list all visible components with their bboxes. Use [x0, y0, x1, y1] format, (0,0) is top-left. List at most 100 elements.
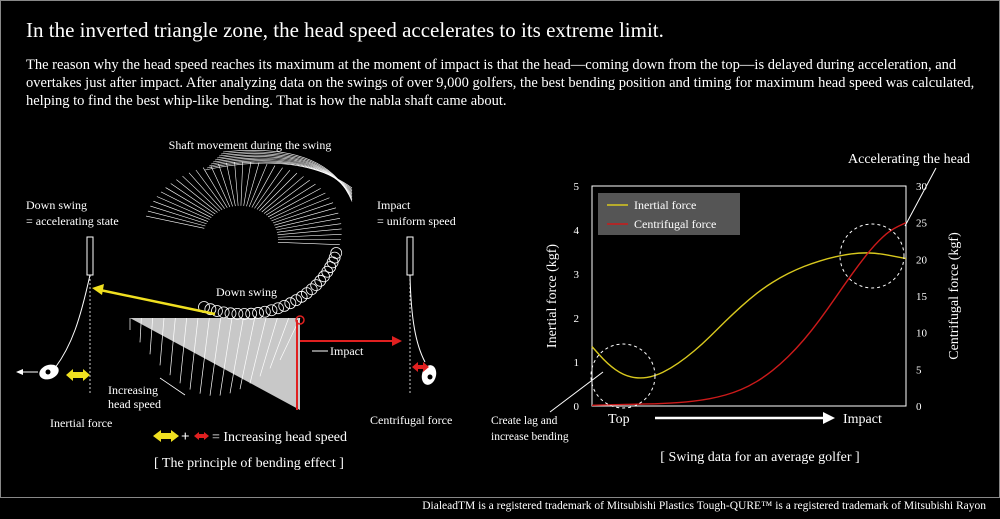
right-tick-label: 30 — [916, 181, 928, 193]
arc-line — [234, 162, 239, 206]
arc-line — [276, 223, 342, 233]
impact-point — [295, 315, 305, 325]
right-axis-label: Centrifugal force (kgf) — [947, 232, 962, 360]
arc-line — [153, 200, 209, 222]
arc-line — [267, 188, 321, 218]
x-label-impact: Impact — [843, 412, 882, 427]
head-speed-label: head speed — [108, 397, 161, 411]
club-head-position — [224, 307, 237, 320]
club-head-position — [305, 283, 318, 296]
club-head-path — [198, 247, 343, 320]
chart-legend — [598, 193, 740, 235]
club-head-position — [252, 307, 264, 319]
arc-line — [248, 163, 268, 207]
arc-line — [277, 241, 340, 245]
arc-line — [277, 233, 342, 238]
left-tick-label: 3 — [574, 269, 580, 281]
arc-line — [277, 228, 342, 236]
lag-zone-circle — [590, 343, 656, 409]
left-tick-label: 4 — [574, 225, 580, 237]
inertial-force-label: Inertial force — [50, 416, 112, 430]
down-swing-direction-head — [16, 369, 23, 375]
down-swing-state-label: Down swing — [26, 198, 87, 212]
club-head-position — [217, 306, 230, 319]
impact-club-face — [427, 374, 433, 380]
accelerating-pointer — [904, 167, 937, 227]
club-head-position — [245, 307, 258, 320]
arc-line — [150, 205, 207, 225]
arc-line — [272, 202, 334, 224]
diagram-caption: [ The principle of bending effect ] — [154, 456, 344, 471]
arc-line — [218, 163, 233, 207]
arc-line — [240, 161, 244, 206]
arc-line — [165, 187, 214, 216]
fan-line — [139, 317, 142, 343]
arc-line — [261, 176, 304, 213]
shaft-arc-lines — [145, 150, 353, 245]
arc-line — [222, 150, 353, 202]
legend-inertial-arrow — [153, 430, 179, 442]
club-head-position — [328, 251, 341, 264]
fan-line — [249, 317, 267, 384]
arc-line — [254, 167, 283, 209]
arc-line — [210, 165, 231, 208]
club-head-position — [258, 305, 271, 318]
fan-line — [229, 317, 244, 394]
arc-line — [275, 212, 339, 228]
arc-line — [147, 210, 206, 227]
arc-line — [251, 165, 276, 208]
intro-paragraph: The reason why the head speed reaches it… — [26, 57, 975, 109]
fan-line — [269, 317, 289, 369]
increasing-label: Increasing — [108, 383, 158, 397]
arc-line — [226, 162, 236, 207]
club-head-position — [314, 274, 327, 287]
inertial-arrow — [99, 288, 216, 316]
accelerating-state-label: = accelerating state — [26, 214, 119, 228]
inertial-double-arrow — [66, 369, 90, 381]
inverted-triangle-zone — [130, 318, 300, 410]
club-head-position — [284, 297, 297, 310]
arc-line — [243, 161, 252, 207]
arc-line — [276, 218, 341, 231]
arc-line — [256, 170, 291, 210]
arc-line — [265, 183, 316, 216]
arc-line — [274, 207, 337, 226]
x-label-top: Top — [608, 412, 630, 427]
trademark-footer: DialeadTM is a registered trademark of M… — [422, 500, 986, 512]
arc-line — [156, 196, 210, 220]
right-tick-label: 5 — [916, 364, 922, 376]
arc-line — [160, 191, 212, 218]
arc-line — [145, 215, 205, 229]
arc-line — [195, 169, 225, 209]
down-swing-club-face — [45, 369, 51, 375]
club-head-position — [318, 270, 330, 283]
arc-line — [188, 172, 223, 211]
arc-line — [259, 172, 298, 211]
uniform-speed-label: = uniform speed — [377, 214, 456, 228]
centrifugal-force-label: Centrifugal force — [370, 413, 452, 427]
down-swing-bent-shaft — [54, 274, 91, 369]
club-head-position — [204, 303, 217, 316]
legend-plus: + — [181, 429, 190, 445]
centrifugal-arrow-head — [392, 336, 402, 346]
page-title: In the inverted triangle zone, the head … — [26, 18, 664, 42]
centrifugal-force-line — [591, 222, 907, 406]
left-axis-ticks: 0 1 2 3 4 5 — [574, 181, 580, 413]
left-axis-label: Inertial force (kgf) — [545, 244, 560, 348]
right-tick-label: 10 — [916, 328, 928, 340]
fan-line — [199, 317, 210, 394]
fan-line — [239, 317, 256, 390]
accelerating-label: Accelerating the head — [848, 152, 970, 167]
lag-pointer — [549, 371, 604, 413]
club-head-position — [278, 300, 291, 312]
arc-line — [263, 179, 310, 214]
club-head-position — [272, 302, 284, 315]
fan-line — [209, 317, 222, 396]
chart-caption: [ Swing data for an average golfer ] — [660, 450, 859, 465]
down-swing-label: Down swing — [216, 285, 277, 299]
club-head-position — [300, 287, 313, 300]
centrifugal-double-arrow — [412, 362, 429, 372]
arc-line — [202, 167, 228, 208]
club-head-position — [231, 307, 244, 320]
fan-line — [149, 317, 154, 355]
